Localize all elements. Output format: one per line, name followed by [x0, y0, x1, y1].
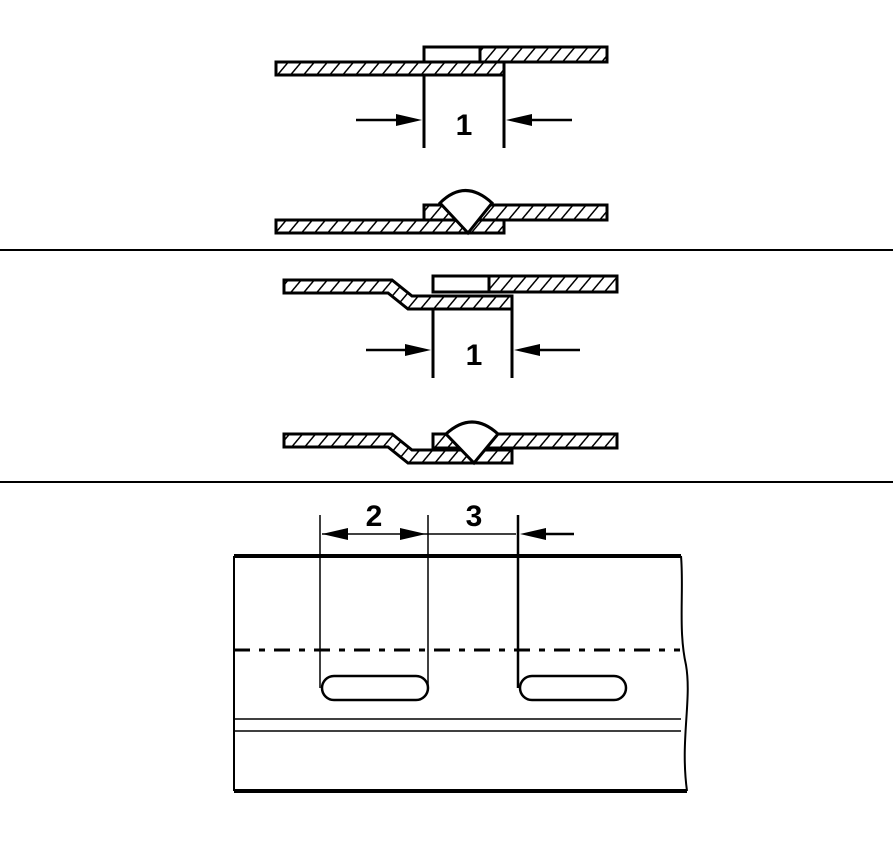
arrow-left-head — [405, 344, 431, 356]
arrow-2-right-head — [400, 528, 426, 540]
panel-2-offset-joint-before-weld: 1 — [282, 274, 619, 378]
lower-left-sheet — [274, 60, 506, 77]
offset-left-sheet — [282, 432, 514, 465]
dimension-label-1: 1 — [466, 339, 483, 372]
dimension-label-1: 1 — [456, 109, 473, 142]
arrow-2-left-head — [322, 528, 348, 540]
weld-bead — [437, 189, 495, 236]
lower-left-sheet — [274, 218, 506, 235]
arrow-right-head — [514, 344, 540, 356]
slot-left — [320, 674, 430, 702]
panel-3-rail-slot-spacing: 2 3 — [233, 500, 689, 793]
arrow-right-head — [506, 114, 532, 126]
weld-bead — [443, 420, 501, 466]
panel-2-offset-joint-after-weld — [282, 420, 619, 466]
dimension-label-3: 3 — [466, 500, 483, 533]
slot-right — [518, 674, 628, 702]
dimension-label-2: 2 — [366, 500, 383, 533]
arrow-3-right-head — [520, 528, 546, 540]
panel-1-butt-joint-after-weld — [274, 189, 609, 236]
panel-1-butt-joint-before-weld: 1 — [274, 45, 609, 148]
rail-break-right-edge — [680, 555, 689, 792]
arrow-left-head — [396, 114, 422, 126]
overlap-gap — [422, 45, 482, 64]
overlap-gap — [431, 274, 491, 294]
